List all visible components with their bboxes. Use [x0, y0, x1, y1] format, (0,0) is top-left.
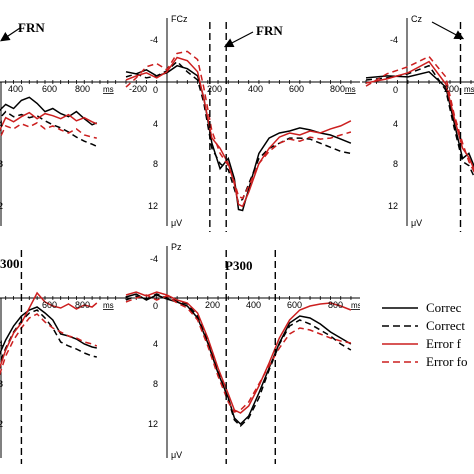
series-red-solid: [125, 56, 352, 208]
panel-2: 200 ms -4 0 4 8 12 Cz μV: [362, 14, 474, 232]
y-tick-label: 12: [0, 201, 3, 211]
y-unit-label: μV: [411, 218, 422, 228]
legend-label-0: Correc: [426, 300, 462, 315]
x-tick-label: 600: [287, 300, 302, 310]
x-tick-label: 800: [328, 300, 343, 310]
x-tick-label: -200: [129, 84, 147, 94]
frn-arrow-middle: [223, 31, 254, 48]
series-black-solid: [0, 306, 97, 356]
frn-label-middle: FRN: [256, 23, 283, 38]
y-tick-label: 4: [0, 119, 3, 129]
x-tick-label: 200: [207, 84, 222, 94]
y-tick-label: -4: [150, 35, 158, 45]
y-tick-label: 12: [148, 419, 158, 429]
series-red-dashed: [0, 121, 97, 140]
y-tick-label: 4: [0, 339, 3, 349]
series-black-solid: [0, 96, 98, 126]
series-red-dashed: [365, 55, 474, 174]
x-tick-label: 400: [246, 300, 261, 310]
x-tick-label: 600: [289, 84, 304, 94]
y-tick-label: 4: [153, 339, 158, 349]
frn-arrow-left: [0, 27, 21, 42]
y-tick-label: -4: [150, 254, 158, 264]
channel-label: Pz: [171, 242, 182, 252]
annotations: FRN FRN P300 P300: [0, 20, 465, 273]
y-tick-label: 8: [393, 159, 398, 169]
y-tick-label: 0: [393, 85, 398, 95]
y-unit-label: μV: [171, 218, 182, 228]
y-tick-label: 4: [153, 119, 158, 129]
x-tick-label: 800: [330, 84, 345, 94]
x-tick-label: 600: [42, 84, 57, 94]
x-tick-label: 800: [75, 300, 90, 310]
y-tick-label: 0: [153, 301, 158, 311]
x-tick-label: 400: [248, 84, 263, 94]
legend: Correc Correct Error f Error fo: [382, 300, 468, 369]
y-tick-label: 12: [388, 201, 398, 211]
panel-4: 200 400 600 800 ms -4 0 4 8 12 Pz μV: [122, 242, 362, 464]
series-red-dashed: [0, 313, 98, 376]
y-tick-label: 0: [153, 85, 158, 95]
series-red-dashed: [125, 50, 352, 200]
x-tick-label: ms: [103, 301, 114, 310]
channel-label: FCz: [171, 14, 188, 24]
series-red-solid: [125, 291, 352, 414]
x-tick-label: 600: [42, 300, 57, 310]
series-black-dashed: [365, 64, 474, 179]
p300-label-middle: P300: [225, 258, 252, 273]
series-black-solid: [125, 293, 352, 426]
x-tick-label: 200: [205, 300, 220, 310]
series-black-dashed: [0, 309, 97, 365]
x-tick-label: ms: [351, 301, 362, 310]
x-tick-label: ms: [345, 85, 356, 94]
series-red-solid: [0, 111, 98, 132]
y-tick-label: -4: [390, 35, 398, 45]
series-black-solid: [125, 64, 352, 212]
x-tick-label: ms: [464, 85, 474, 94]
y-tick-label: 12: [148, 201, 158, 211]
y-unit-label: μV: [171, 450, 182, 460]
y-tick-label: 8: [0, 159, 3, 169]
p300-label-left: P300: [0, 256, 19, 271]
panel-0: 400 600 800 ms 4 8 12: [0, 80, 122, 226]
legend-label-2: Error f: [426, 336, 462, 351]
panel-3: 600 800 ms 4 8 12: [0, 250, 122, 464]
legend-label-1: Correct: [426, 318, 465, 333]
series-red-solid: [0, 291, 98, 370]
arrow-right: [431, 21, 465, 40]
panel-1: -200 200 400 600 800 ms -4 0 4 8 12 FCz μV: [122, 14, 360, 232]
x-tick-label: 200: [444, 84, 459, 94]
y-tick-label: 8: [153, 379, 158, 389]
y-tick-label: 12: [0, 419, 3, 429]
y-tick-label: 8: [153, 159, 158, 169]
x-tick-label: 400: [8, 84, 23, 94]
series-black-dashed: [0, 110, 98, 147]
series-red-dashed: [125, 294, 352, 413]
channel-label: Cz: [411, 14, 422, 24]
y-tick-label: 8: [0, 379, 3, 389]
series-black-dashed: [125, 293, 352, 428]
y-tick-label: 4: [393, 119, 398, 129]
frn-label-left: FRN: [18, 20, 45, 35]
x-tick-label: ms: [103, 85, 114, 94]
series-red-solid: [365, 60, 474, 171]
x-tick-label: 800: [75, 84, 90, 94]
legend-label-3: Error fo: [426, 354, 468, 369]
